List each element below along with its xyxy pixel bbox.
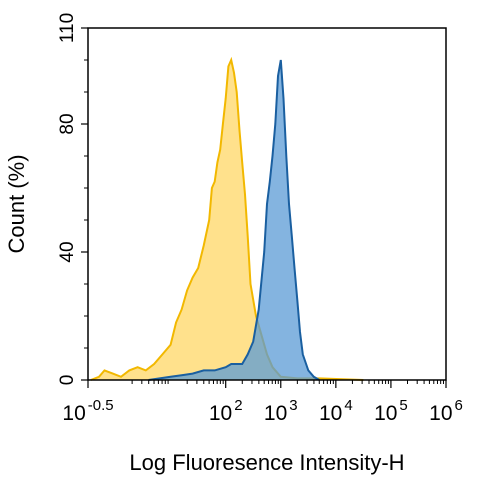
x-tick-label: 10 4 <box>319 397 353 425</box>
y-tick-label: 40 <box>57 241 78 262</box>
x-tick-label: 10 3 <box>264 397 298 425</box>
x-tick-label: 10 5 <box>374 397 408 425</box>
x-tick-label: 10 2 <box>209 397 243 425</box>
series-2-line <box>148 59 320 381</box>
plot-frame <box>87 27 447 381</box>
series-2-area <box>148 60 320 380</box>
series-1-area <box>90 60 364 380</box>
y-tick-label: 80 <box>57 113 78 134</box>
y-axis-label: Count (%) <box>4 154 29 253</box>
y-tick-label: 0 <box>57 375 78 386</box>
axis-ticks: 0 40 80 110 10 -0.5 10 2 10 3 10 4 10 5 10 6 <box>57 13 463 425</box>
y-tick-label: 110 <box>57 13 78 43</box>
x-tick-label: 10 6 <box>429 397 463 425</box>
x-tick-label: 10 -0.5 <box>62 397 113 425</box>
series-areas <box>90 56 364 381</box>
x-axis-label: Log Fluoresence Intensity-H <box>129 450 404 475</box>
